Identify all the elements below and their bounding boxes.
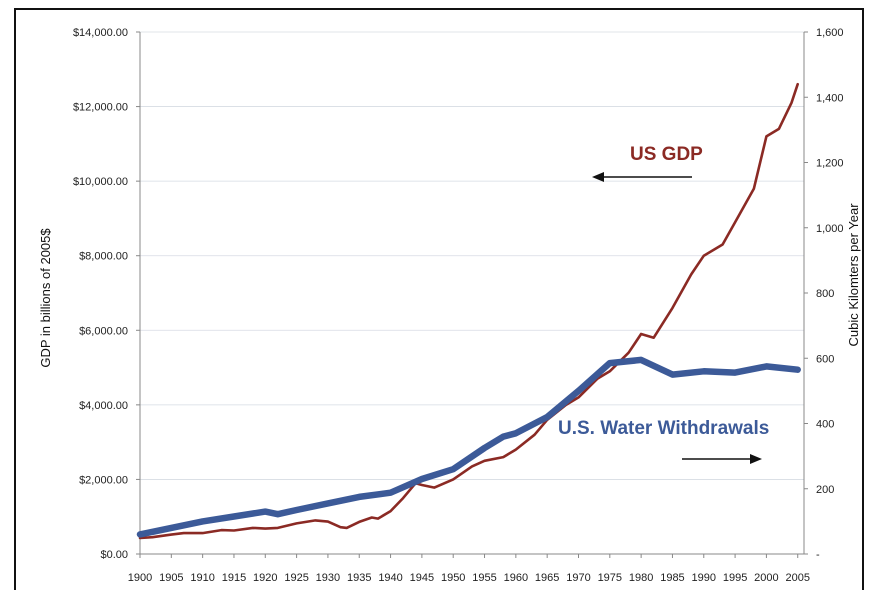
- x-tick-label: 1935: [347, 572, 371, 584]
- x-tick-label: 1910: [190, 572, 214, 584]
- right-tick-label: 1,000: [816, 223, 844, 235]
- left-tick-label: $12,000.00: [73, 102, 128, 114]
- x-tick-label: 1975: [598, 572, 622, 584]
- x-tick-label: 1915: [222, 572, 246, 584]
- right-tick-label: 800: [816, 288, 834, 300]
- left-tick-label: $8,000.00: [79, 251, 128, 263]
- left-tick-label: $0.00: [100, 549, 128, 561]
- water-annotation: U.S. Water Withdrawals: [558, 418, 769, 439]
- x-tick-label: 1940: [378, 572, 402, 584]
- chart-frame: [14, 8, 864, 590]
- gdp-annotation: US GDP: [630, 144, 703, 165]
- water-arrow-icon: [682, 454, 762, 464]
- right-tick-label: 1,600: [816, 27, 844, 39]
- x-tick-label: 1995: [723, 572, 747, 584]
- right-tick-label: 600: [816, 353, 834, 365]
- gdp-arrow-icon: [592, 172, 692, 182]
- water-series-line: [136, 356, 801, 538]
- x-tick-label: 1930: [316, 572, 340, 584]
- gdp-series-line: [138, 82, 800, 540]
- x-tick-label: 1980: [629, 572, 653, 584]
- x-tick-label: 2005: [785, 572, 809, 584]
- x-tick-label: 1945: [410, 572, 434, 584]
- x-tick-label: 2000: [754, 572, 778, 584]
- x-tick-label: 1960: [504, 572, 528, 584]
- x-tick-label: 1920: [253, 572, 277, 584]
- right-tick-label: 200: [816, 484, 834, 496]
- x-tick-label: 1900: [128, 572, 152, 584]
- x-tick-label: 1965: [535, 572, 559, 584]
- x-tick-label: 1925: [284, 572, 308, 584]
- left-tick-label: $10,000.00: [73, 176, 128, 188]
- left-tick-label: $4,000.00: [79, 400, 128, 412]
- left-tick-label: $2,000.00: [79, 474, 128, 486]
- x-tick-label: 1985: [660, 572, 684, 584]
- right-tick-label: 400: [816, 419, 834, 431]
- x-tick-label: 1950: [441, 572, 465, 584]
- x-tick-label: 1990: [692, 572, 716, 584]
- right-axis-title: Cubic Kilomters per Year: [846, 203, 861, 347]
- right-tick-label: 1,400: [816, 92, 844, 104]
- right-tick-label: -: [816, 549, 820, 561]
- x-tick-label: 1955: [472, 572, 496, 584]
- x-tick-label: 1905: [159, 572, 183, 584]
- left-axis-title: GDP in billions of 2005$: [38, 228, 53, 368]
- right-tick-label: 1,200: [816, 158, 844, 170]
- left-tick-label: $6,000.00: [79, 325, 128, 337]
- left-tick-label: $14,000.00: [73, 27, 128, 39]
- x-tick-label: 1970: [566, 572, 590, 584]
